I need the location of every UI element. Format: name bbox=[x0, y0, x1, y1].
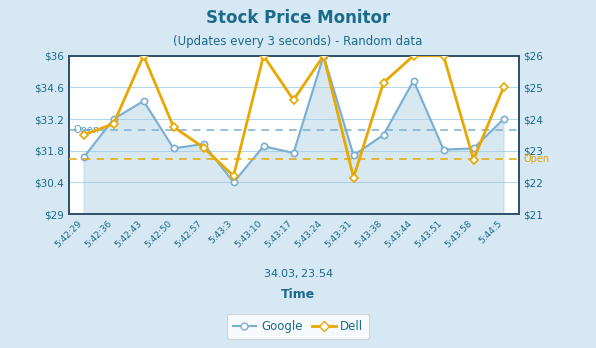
Text: Time: Time bbox=[281, 287, 315, 301]
Text: Open: Open bbox=[523, 153, 549, 164]
Text: Stock Price Monitor: Stock Price Monitor bbox=[206, 9, 390, 27]
Text: $34.03, $23.54: $34.03, $23.54 bbox=[263, 267, 333, 280]
Text: (Updates every 3 seconds) - Random data: (Updates every 3 seconds) - Random data bbox=[173, 35, 423, 48]
Text: Open: Open bbox=[73, 125, 99, 135]
Legend: Google, Dell: Google, Dell bbox=[226, 314, 370, 339]
